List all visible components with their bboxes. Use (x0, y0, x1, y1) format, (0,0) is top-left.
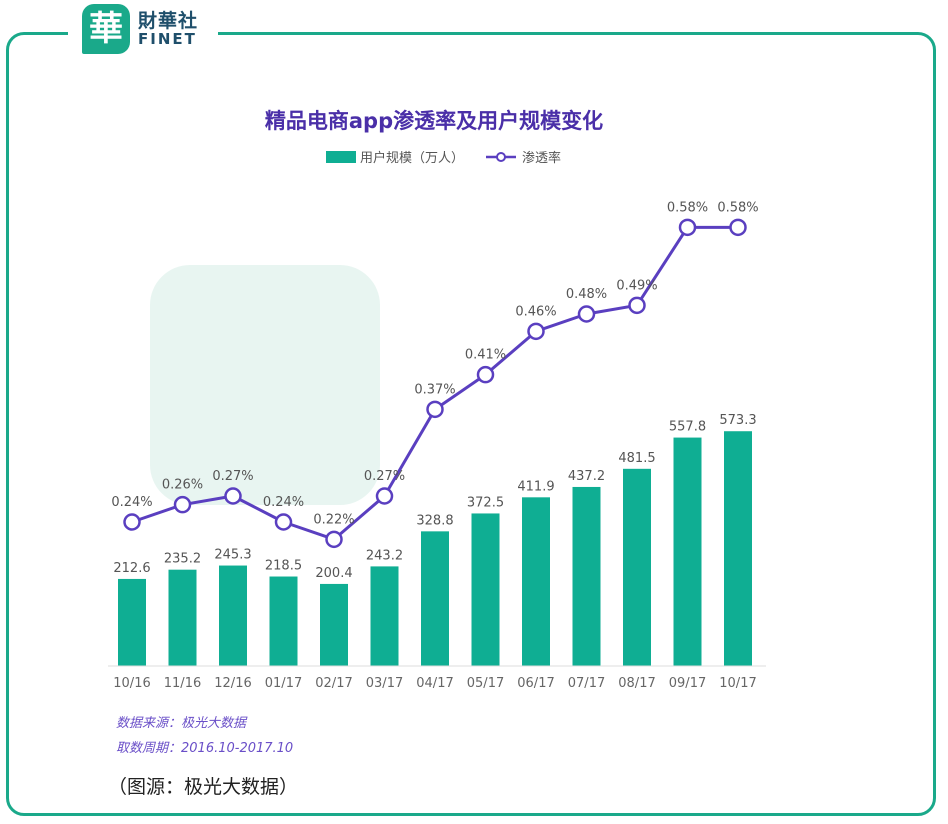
legend-line-label: 渗透率 (522, 150, 561, 166)
x-tick-04-17: 04/17 (416, 676, 453, 691)
chart-title: 精品电商app渗透率及用户规模变化 (265, 109, 603, 133)
line-point-09-17 (678, 218, 697, 237)
bar-10-17 (724, 431, 752, 666)
source-note: 数据来源：极光大数据 (116, 716, 248, 731)
bar-label-09-17: 557.8 (669, 420, 706, 435)
x-tick-05-17: 05/17 (467, 676, 504, 691)
line-point-04-17 (426, 400, 444, 419)
line-label-04-17: 0.37% (414, 382, 455, 397)
bar-label-10-17: 573.3 (719, 413, 756, 428)
bar-04-17 (421, 531, 449, 666)
logo-name-en: FINET (138, 30, 197, 48)
watermark-badge (150, 265, 380, 505)
bar-label-06-17: 411.9 (517, 479, 554, 494)
bar-11-16 (168, 569, 197, 666)
bar-07-17 (572, 486, 601, 666)
bar-03-17 (370, 566, 399, 666)
logo-name-cn: 財華社 (138, 10, 199, 32)
bar-05-17 (471, 513, 500, 666)
bar-label-04-17: 328.8 (416, 513, 453, 528)
line-label-10-16: 0.24% (111, 495, 152, 510)
x-tick-12-16: 12/16 (214, 676, 251, 691)
line-label-07-17: 0.48% (566, 287, 607, 302)
line-label-10-17: 0.58% (717, 200, 758, 215)
bar-08-17 (623, 468, 651, 666)
bar-01-17 (269, 576, 298, 666)
bar-label-01-17: 218.5 (265, 559, 302, 574)
line-label-03-17: 0.27% (364, 469, 405, 484)
line-point-06-17 (527, 322, 545, 341)
line-label-01-17: 0.24% (263, 495, 304, 510)
bar-label-10-16: 212.6 (113, 561, 150, 576)
bar-09-17 (673, 437, 702, 666)
legend-line-marker (496, 152, 506, 162)
bar-label-02-17: 200.4 (315, 566, 352, 581)
line-label-11-16: 0.26% (162, 478, 203, 493)
x-tick-06-17: 06/17 (517, 676, 554, 691)
bar-12-16 (219, 565, 247, 666)
line-point-11-16 (173, 495, 192, 514)
x-tick-02-17: 02/17 (315, 676, 352, 691)
bar-label-11-16: 235.2 (164, 552, 201, 567)
line-point-05-17 (476, 365, 495, 384)
bar-06-17 (522, 497, 550, 666)
bar-02-17 (320, 583, 348, 666)
line-label-12-16: 0.27% (212, 469, 253, 484)
bar-label-07-17: 437.2 (568, 469, 605, 484)
bar-label-12-16: 245.3 (214, 548, 251, 563)
x-axis-tick-labels: 10/16 11/16 12/16 01/17 02/17 03/17 04/17 05/17… (113, 676, 756, 691)
legend-bar-swatch (326, 151, 356, 163)
bar-label-05-17: 372.5 (467, 495, 504, 510)
line-point-08-17 (628, 296, 646, 315)
line-point-12-16 (224, 487, 242, 505)
x-tick-09-17: 09/17 (669, 676, 706, 691)
line-label-06-17: 0.46% (515, 304, 556, 319)
x-tick-08-17: 08/17 (618, 676, 655, 691)
line-value-labels: 0.24% 0.26% 0.27% 0.24% 0.22% 0.27% 0.37% 0.41%… (111, 200, 758, 527)
logo-badge-icon: 華 (82, 4, 130, 54)
legend-bar-label: 用户规模（万人） (360, 150, 464, 166)
line-point-01-17 (274, 513, 293, 531)
bar-series (118, 431, 752, 666)
x-tick-10-16: 10/16 (113, 676, 150, 691)
image-caption: （图源：极光大数据） (108, 776, 299, 798)
bar-label-03-17: 243.2 (366, 548, 403, 563)
line-point-02-17 (325, 530, 343, 549)
line-point-10-17 (729, 218, 747, 237)
bar-10-16 (118, 578, 146, 666)
x-tick-10-17: 10/17 (719, 676, 756, 691)
period-note: 取数周期：2016.10-2017.10 (116, 741, 293, 756)
line-point-10-16 (123, 513, 141, 531)
legend: 用户规模（万人） 渗透率 (326, 150, 561, 166)
finet-logo: 華 財華社 FINET (68, 0, 218, 60)
bar-value-labels: 212.6 235.2 245.3 218.5 200.4 243.2 328.8 372.5… (113, 413, 756, 581)
x-tick-11-16: 11/16 (164, 676, 201, 691)
line-label-02-17: 0.22% (313, 512, 354, 527)
x-tick-07-17: 07/17 (568, 676, 605, 691)
line-point-03-17 (375, 487, 394, 505)
x-tick-03-17: 03/17 (366, 676, 403, 691)
bar-label-08-17: 481.5 (618, 451, 655, 466)
line-series (123, 218, 747, 549)
line-label-08-17: 0.49% (616, 278, 657, 293)
line-label-09-17: 0.58% (667, 200, 708, 215)
x-tick-01-17: 01/17 (265, 676, 302, 691)
line-label-05-17: 0.41% (465, 348, 506, 363)
watermark (150, 265, 380, 505)
chart-frame (6, 32, 936, 816)
line-point-07-17 (577, 305, 596, 323)
